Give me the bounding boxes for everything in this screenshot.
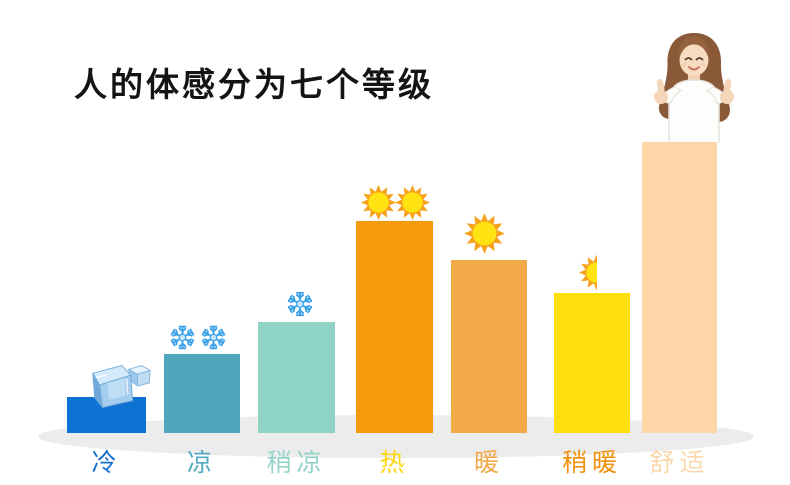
bar-hot bbox=[356, 221, 433, 433]
bar-label-slightly-warm: 稍暖 bbox=[561, 449, 622, 477]
bar-group-cold: 冷 bbox=[67, 0, 152, 477]
bar-group-warm: 暖 bbox=[451, 0, 527, 477]
ice-cube-icon bbox=[92, 364, 152, 410]
page-title: 人的体感分为七个等级 bbox=[74, 68, 434, 104]
bar-cool bbox=[164, 354, 240, 433]
bar-label-slightly-cool: 稍凉 bbox=[266, 449, 327, 477]
bar-label-warm: 暖 bbox=[473, 449, 504, 477]
snowflake-icon bbox=[287, 291, 313, 317]
sun-icon bbox=[394, 184, 431, 221]
bar-group-comfortable: 舒适 bbox=[642, 0, 734, 477]
half-sun-icon bbox=[578, 254, 597, 291]
bar-group-hot: 热 bbox=[356, 0, 433, 477]
bar-slightly-cool bbox=[258, 322, 335, 433]
snowflake-icon bbox=[170, 325, 195, 350]
snowflake-icon bbox=[201, 325, 226, 350]
bar-group-slightly-warm: 稍暖 bbox=[554, 0, 630, 477]
bar-group-slightly-cool: 稍凉 bbox=[258, 0, 335, 477]
thumbs-up-woman-image bbox=[654, 33, 734, 143]
sun-icon bbox=[463, 212, 506, 255]
bar-warm bbox=[451, 260, 527, 433]
bar-label-hot: 热 bbox=[379, 449, 410, 477]
sun-icon bbox=[360, 184, 397, 221]
bar-label-cool: 凉 bbox=[186, 449, 217, 477]
bar-label-cold: 冷 bbox=[91, 449, 122, 477]
bar-slightly-warm bbox=[554, 293, 630, 433]
bar-group-cool: 凉 bbox=[164, 0, 240, 477]
bar-comfortable bbox=[642, 142, 717, 433]
bar-label-comfortable: 舒适 bbox=[649, 449, 710, 477]
